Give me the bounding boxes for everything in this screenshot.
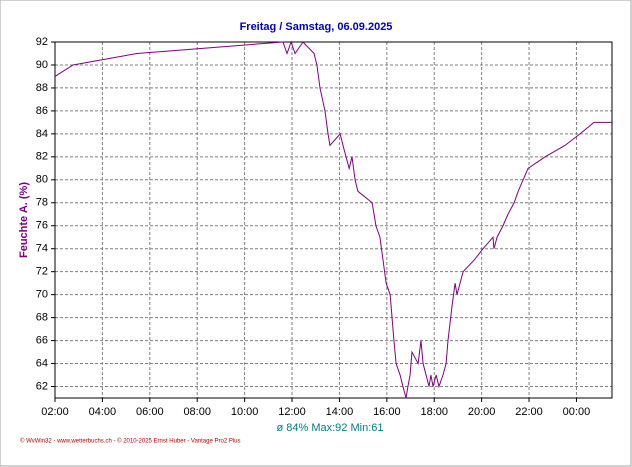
x-tick-label: 00:00 bbox=[563, 406, 591, 418]
data-line bbox=[54, 40, 612, 399]
x-tick-label: 16:00 bbox=[373, 406, 401, 418]
plot-area bbox=[55, 42, 612, 398]
y-tick-label: 84 bbox=[36, 128, 48, 140]
x-tick-label: 18:00 bbox=[420, 406, 448, 418]
y-tick-label: 72 bbox=[36, 266, 48, 278]
x-tick-label: 08:00 bbox=[183, 406, 211, 418]
plot-border bbox=[54, 41, 613, 399]
x-tick-label: 02:00 bbox=[41, 406, 69, 418]
x-tick-label: 22:00 bbox=[515, 406, 543, 418]
x-tick-label: 14:00 bbox=[326, 406, 354, 418]
y-tick-label: 90 bbox=[36, 59, 48, 71]
y-tick-label: 64 bbox=[36, 357, 48, 369]
y-tick-label: 78 bbox=[36, 197, 48, 209]
y-tick-label: 74 bbox=[36, 243, 48, 255]
y-tick-label: 82 bbox=[36, 151, 48, 163]
y-tick-label: 80 bbox=[36, 174, 48, 186]
y-axis-label: Feuchte A. (%) bbox=[18, 182, 30, 258]
footer: © WvWin32 - www.wetterbuchs.ch - © 2010-… bbox=[20, 438, 241, 445]
stats-annotation: ø 84% Max:92 Min:61 bbox=[277, 422, 384, 434]
y-tick-label: 92 bbox=[36, 36, 48, 48]
y-tick-label: 88 bbox=[36, 82, 48, 94]
y-tick-label: 66 bbox=[36, 334, 48, 346]
y-tick-label: 68 bbox=[36, 312, 48, 324]
x-tick-label: 20:00 bbox=[468, 406, 496, 418]
y-tick-label: 76 bbox=[36, 220, 48, 232]
y-tick-label: 62 bbox=[36, 380, 48, 392]
x-tick-label: 10:00 bbox=[231, 406, 259, 418]
x-tick-label: 12:00 bbox=[278, 406, 306, 418]
x-tick-label: 04:00 bbox=[89, 406, 117, 418]
x-tick-label: 06:00 bbox=[136, 406, 164, 418]
chart-title: Freitag / Samstag, 06.09.2025 bbox=[240, 21, 393, 33]
y-tick-label: 86 bbox=[36, 105, 48, 117]
y-tick-label: 70 bbox=[36, 289, 48, 301]
